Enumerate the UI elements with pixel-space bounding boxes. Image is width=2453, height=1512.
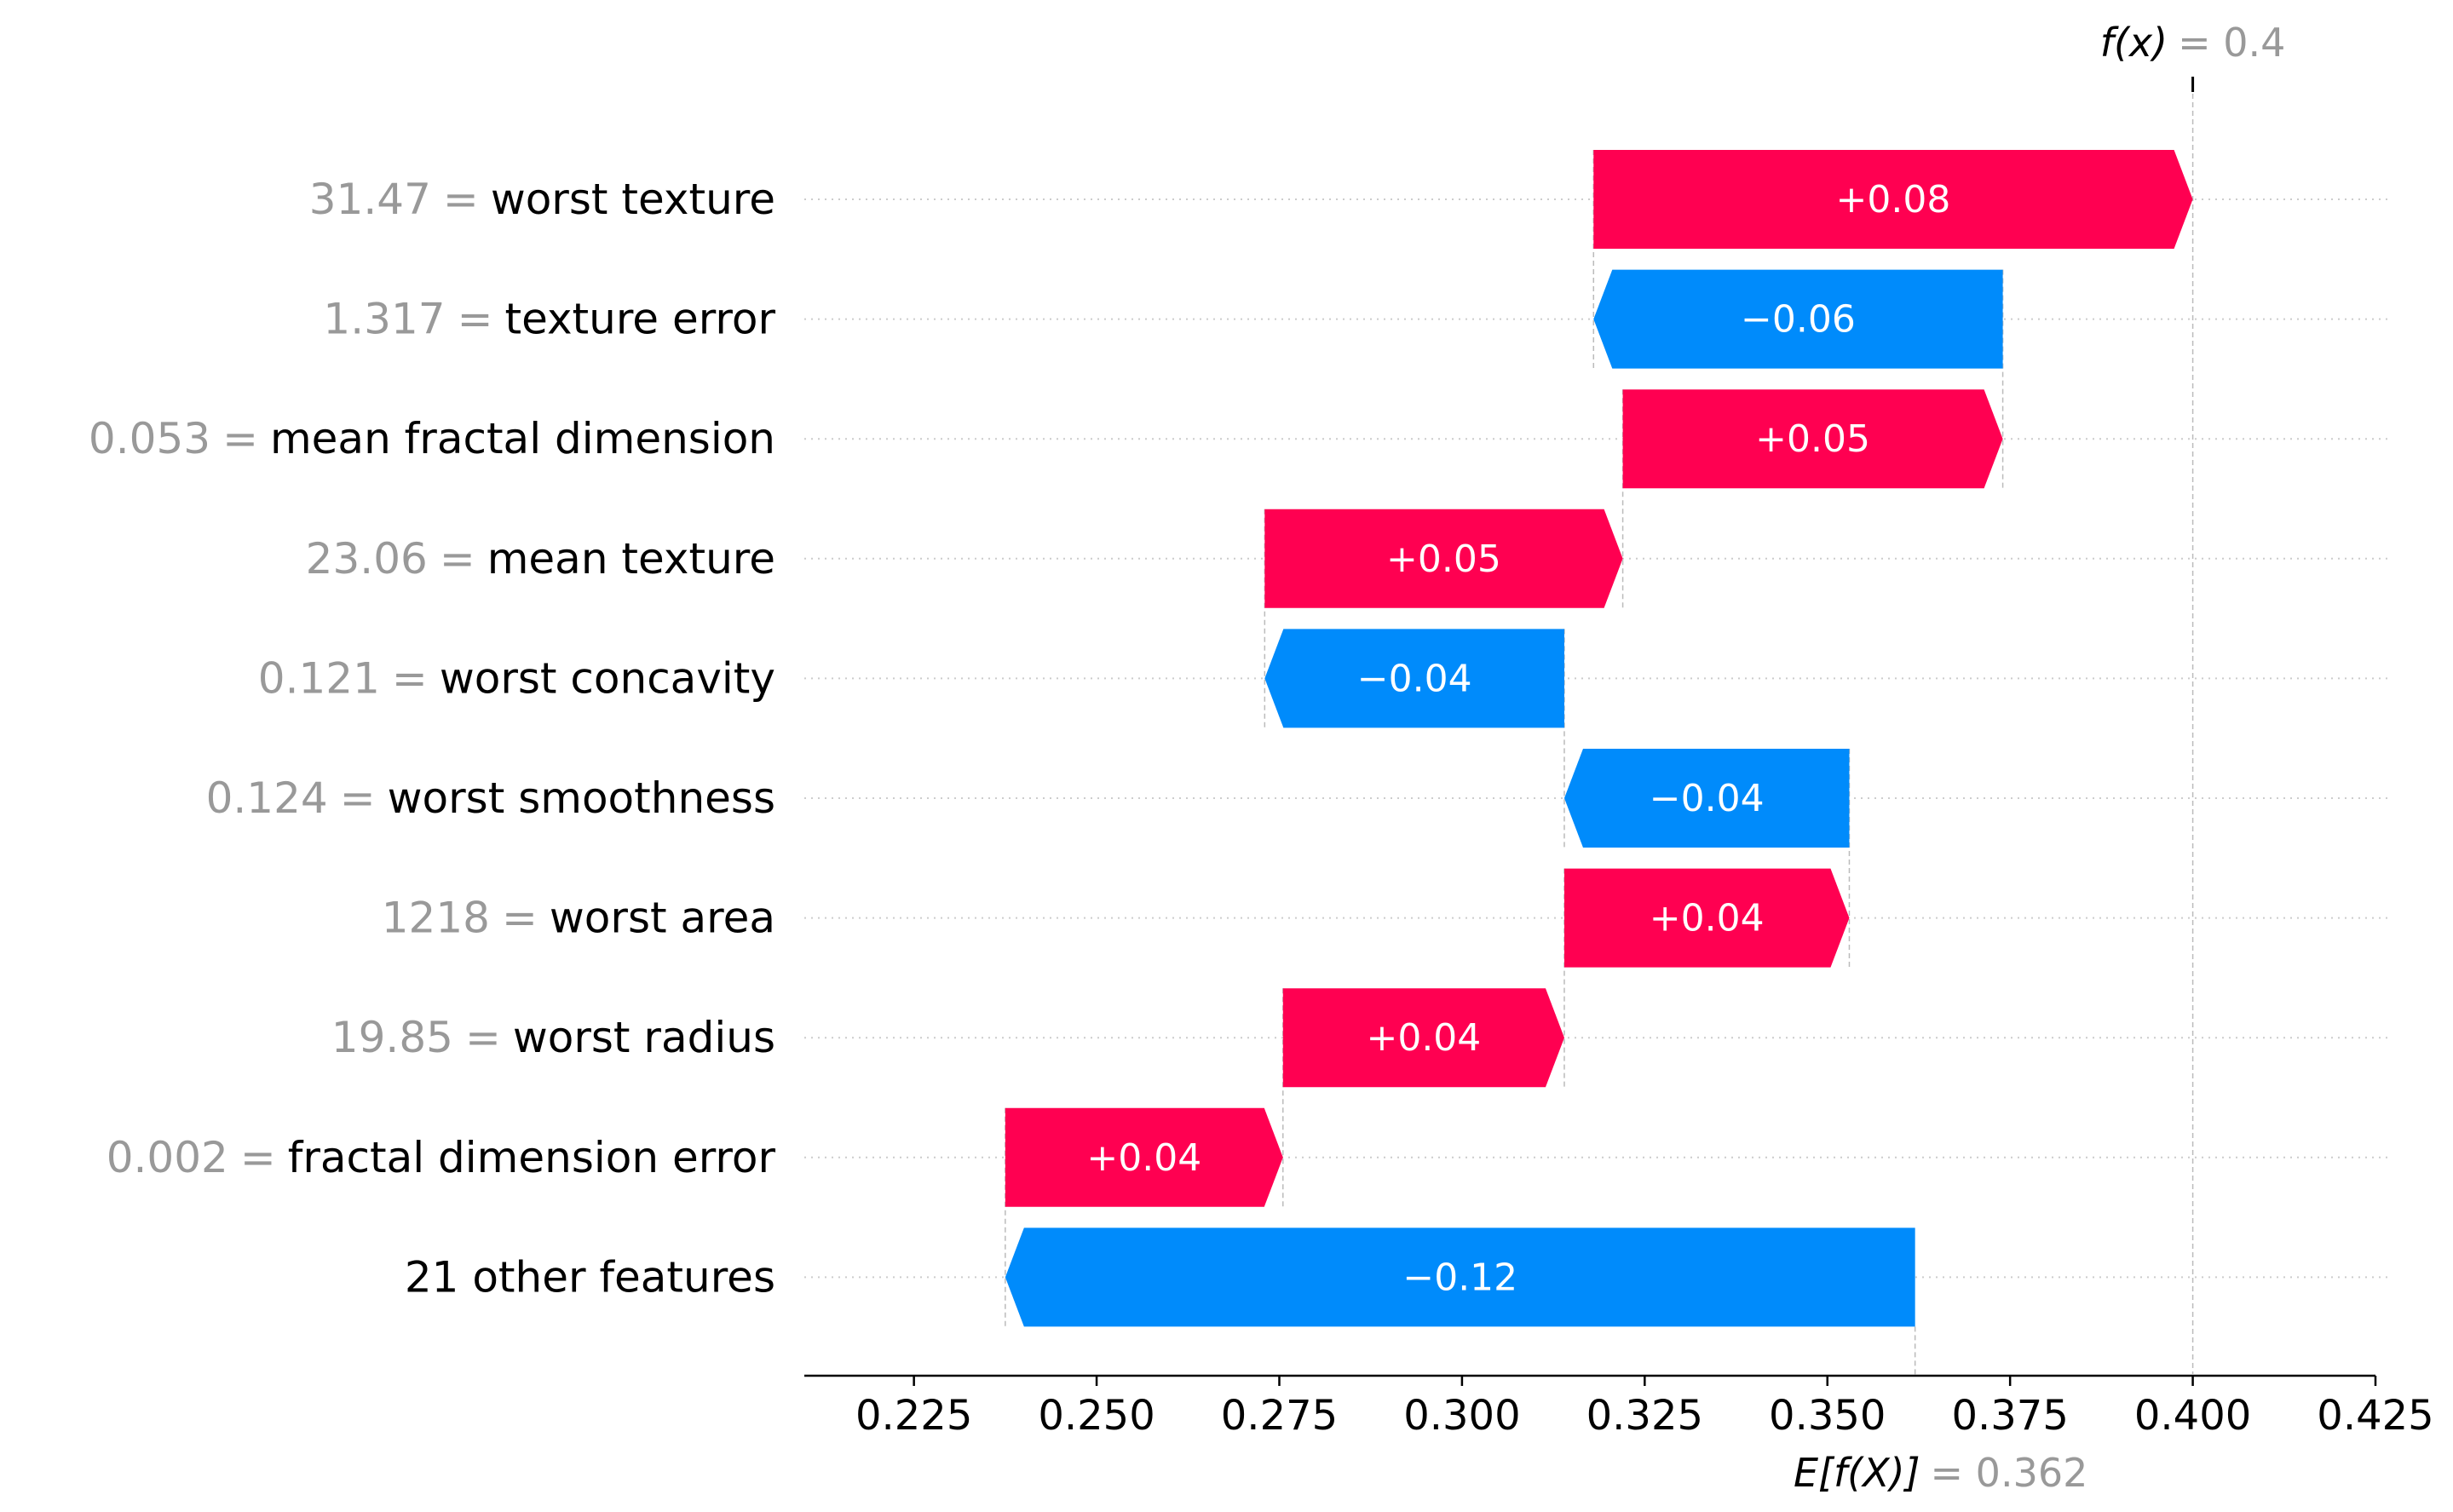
equals-sign: = <box>440 534 475 584</box>
bar-positive <box>1005 1107 1283 1207</box>
value-markers: f(x) = 0.4 E[f(X)] = 0.362 <box>1794 20 2285 1496</box>
bar-positive <box>1264 509 1623 608</box>
feature-label: 0.121 = worst concavity <box>258 653 775 703</box>
feature-name: mean fractal dimension <box>270 414 775 463</box>
feature-name: mean texture <box>487 534 775 584</box>
equals-sign: = <box>222 414 258 463</box>
bar-value-label: +0.04 <box>1086 1136 1201 1180</box>
feature-label: 1.317 = texture error <box>323 295 775 344</box>
bar-value-label: −0.04 <box>1357 657 1472 700</box>
x-tick-label: 0.300 <box>1403 1392 1520 1440</box>
equals-sign: = <box>392 653 428 703</box>
feature-value: 23.06 <box>306 534 428 584</box>
bar-negative <box>1563 749 1850 848</box>
bar-value-label: −0.04 <box>1650 777 1765 820</box>
equals-sign: = <box>458 295 493 344</box>
base-value-name: E[f(X)] <box>1794 1450 1920 1496</box>
bar-value-label: +0.04 <box>1650 897 1765 940</box>
feature-label: 1218 = worst area <box>382 894 775 943</box>
bar-value-label: +0.05 <box>1386 538 1501 581</box>
feature-name: 21 other features <box>405 1252 775 1302</box>
feature-value: 0.121 <box>258 653 380 703</box>
feature-label: 0.124 = worst smoothness <box>206 773 775 823</box>
base-value-label: E[f(X)] = 0.362 <box>1794 1450 2087 1496</box>
feature-label: 0.002 = fractal dimension error <box>107 1133 776 1182</box>
feature-name: fractal dimension error <box>288 1133 776 1182</box>
feature-name: texture error <box>504 295 775 344</box>
x-tick-label: 0.425 <box>2317 1392 2433 1440</box>
feature-label: 0.053 = mean fractal dimension <box>89 414 775 463</box>
bar-positive <box>1563 868 1850 968</box>
bar-value-label: +0.04 <box>1366 1016 1481 1060</box>
equals-sign: = <box>340 773 376 823</box>
feature-label: 19.85 = worst radius <box>331 1013 775 1062</box>
bar-value-label: +0.08 <box>1836 178 1951 221</box>
feature-name: worst area <box>550 894 775 943</box>
bar-negative <box>1264 629 1564 728</box>
bar-positive <box>1282 988 1564 1088</box>
bar-negative <box>1593 269 2003 369</box>
bar-positive <box>1593 150 2193 249</box>
output-value-name: f(x) <box>2100 20 2168 66</box>
feature-value: 0.053 <box>89 414 210 463</box>
feature-label: 21 other features <box>405 1252 775 1302</box>
feature-label: 31.47 = worst texture <box>309 175 775 224</box>
x-tick-label: 0.375 <box>1951 1392 2068 1440</box>
base-value-text: = 0.362 <box>1931 1450 2088 1496</box>
feature-name: worst concavity <box>440 653 775 703</box>
x-tick-label: 0.275 <box>1221 1392 1338 1440</box>
feature-name: worst radius <box>513 1013 775 1062</box>
x-tick-label: 0.225 <box>855 1392 972 1440</box>
output-value-text: = 0.4 <box>2178 20 2285 66</box>
equals-sign: = <box>502 894 538 943</box>
x-tick-label: 0.325 <box>1586 1392 1703 1440</box>
equals-sign: = <box>443 175 479 224</box>
x-axis: 0.225 0.250 0.275 0.300 0.325 0.350 0.375 0.400… <box>804 1374 2434 1440</box>
feature-label: 23.06 = mean texture <box>306 534 775 584</box>
feature-value: 1.317 <box>323 295 445 344</box>
feature-value: 1218 <box>382 894 490 943</box>
bar-positive <box>1622 389 2003 489</box>
bar-labels: +0.08 −0.06 +0.05 +0.05 −0.04 −0.04 +0.04 +0.04… <box>1086 178 1950 1299</box>
bar-value-label: −0.12 <box>1402 1256 1517 1299</box>
feature-value: 0.002 <box>107 1133 228 1182</box>
x-tick-label: 0.400 <box>2134 1392 2251 1440</box>
feature-name: worst smoothness <box>388 773 775 823</box>
equals-sign: = <box>465 1013 501 1062</box>
equals-sign: = <box>240 1133 276 1182</box>
output-value-label: f(x) = 0.4 <box>2100 20 2286 66</box>
bar-value-label: −0.06 <box>1741 298 1856 342</box>
x-tick-label: 0.250 <box>1038 1392 1155 1440</box>
feature-name: worst texture <box>491 175 775 224</box>
x-tick-label: 0.350 <box>1769 1392 1886 1440</box>
bars <box>1005 150 2193 1327</box>
feature-value: 19.85 <box>331 1013 453 1062</box>
feature-value: 31.47 <box>309 175 431 224</box>
feature-value: 0.124 <box>206 773 328 823</box>
bar-value-label: +0.05 <box>1755 417 1870 461</box>
bar-negative <box>1005 1227 1915 1327</box>
